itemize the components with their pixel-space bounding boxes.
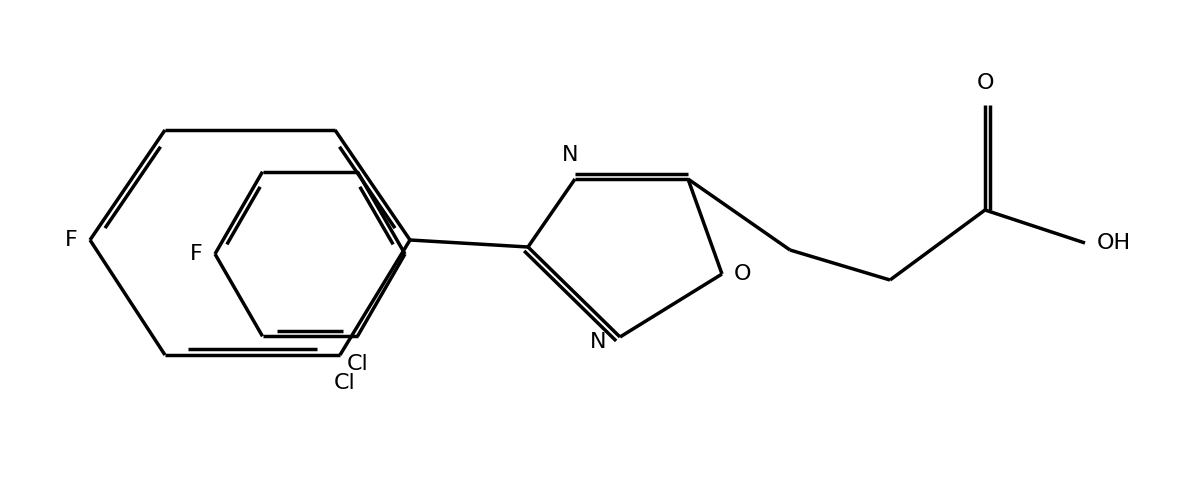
Text: F: F [65,230,78,250]
Text: Cl: Cl [347,354,368,374]
Text: Cl: Cl [335,373,356,393]
Text: N: N [562,145,578,165]
Text: F: F [190,244,203,264]
Text: N: N [590,332,606,352]
Text: OH: OH [1097,233,1131,253]
Text: O: O [976,73,993,93]
Text: O: O [734,264,751,284]
